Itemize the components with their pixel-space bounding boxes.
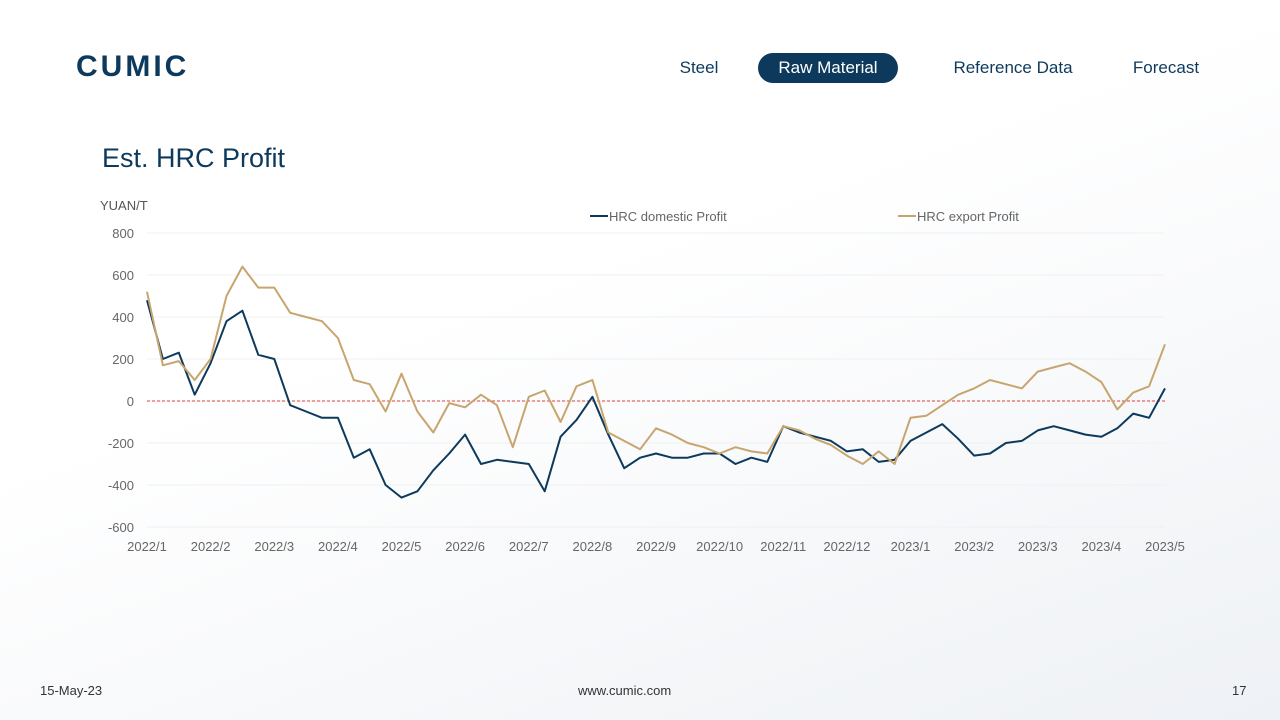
x-tick-label: 2023/1 [891, 539, 931, 554]
footer-date: 15-May-23 [40, 683, 103, 698]
x-tick-label: 2022/1 [127, 539, 167, 554]
y-axis-label: YUAN/T [100, 198, 148, 213]
legend-label: HRC export Profit [917, 209, 1019, 224]
x-tick-label: 2022/12 [823, 539, 870, 554]
footer-website: www.cumic.com [578, 683, 672, 698]
x-tick-label: 2022/11 [760, 539, 806, 554]
x-tick-label: 2023/5 [1145, 539, 1185, 554]
x-tick-label: 2022/2 [191, 539, 231, 554]
chart-title: Est. HRC Profit [102, 143, 286, 173]
y-tick-label: -200 [108, 436, 134, 451]
x-tick-label: 2022/6 [445, 539, 485, 554]
y-tick-label: -600 [108, 520, 134, 535]
x-tick-label: 2022/3 [254, 539, 294, 554]
x-tick-label: 2023/4 [1081, 539, 1121, 554]
y-tick-label: 200 [112, 352, 134, 367]
page-number: 17 [1232, 683, 1247, 698]
series-line [146, 299, 1166, 499]
logo: CUMIC [76, 50, 190, 83]
x-tick-label: 2022/10 [696, 539, 743, 554]
x-tick-label: 2023/3 [1018, 539, 1058, 554]
x-tick-label: 2022/5 [382, 539, 422, 554]
nav-item[interactable]: Reference Data [953, 58, 1073, 77]
y-tick-label: 0 [127, 394, 134, 409]
nav-item[interactable]: Raw Material [758, 53, 898, 83]
y-tick-label: -400 [108, 478, 134, 493]
x-tick-label: 2022/4 [318, 539, 358, 554]
y-tick-label: 600 [112, 268, 134, 283]
y-tick-label: 800 [112, 226, 134, 241]
x-tick-label: 2023/2 [954, 539, 994, 554]
nav-item[interactable]: Forecast [1132, 58, 1200, 77]
y-tick-label: 400 [112, 310, 134, 325]
series-line [146, 265, 1166, 465]
x-tick-label: 2022/8 [572, 539, 612, 554]
legend-label: HRC domestic Profit [609, 209, 727, 224]
x-tick-label: 2022/7 [509, 539, 549, 554]
nav-item[interactable]: Steel [679, 58, 719, 77]
x-tick-label: 2022/9 [636, 539, 676, 554]
